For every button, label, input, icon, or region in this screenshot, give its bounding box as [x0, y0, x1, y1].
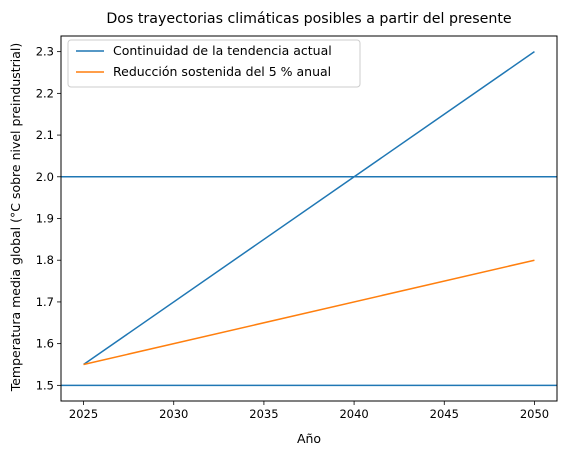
x-tick-label: 2050 [520, 407, 549, 421]
y-tick-label: 1.7 [36, 295, 54, 309]
chart-title: Dos trayectorias climáticas posibles a p… [106, 11, 511, 27]
y-tick-label: 1.8 [36, 253, 54, 267]
y-tick-label: 2.3 [36, 45, 54, 59]
y-tick-label: 1.5 [36, 378, 54, 392]
legend-label-0: Continuidad de la tendencia actual [113, 43, 332, 58]
x-tick-label: 2030 [159, 407, 188, 421]
x-tick-label: 2035 [249, 407, 278, 421]
legend: Continuidad de la tendencia actual Reducc… [67, 39, 361, 88]
legend-box [67, 39, 361, 88]
x-tick-label: 2040 [339, 407, 368, 421]
plot-area-frame [60, 35, 558, 402]
y-tick-label: 2.2 [36, 86, 54, 100]
y-tick-label: 1.6 [36, 337, 54, 351]
y-axis-label: Temperatura media global (°C sobre nivel… [8, 43, 23, 393]
legend-label-1: Reducción sostenida del 5 % anual [113, 64, 331, 79]
x-tick-label: 2045 [430, 407, 459, 421]
y-tick-label: 2.1 [36, 128, 54, 142]
x-axis-label: Año [297, 431, 321, 446]
series-line-1 [83, 259, 535, 366]
y-tick-label: 2.0 [36, 170, 54, 184]
x-tick-label: 2025 [69, 407, 98, 421]
y-tick-label: 1.9 [36, 212, 54, 226]
series-line-0 [83, 51, 535, 366]
